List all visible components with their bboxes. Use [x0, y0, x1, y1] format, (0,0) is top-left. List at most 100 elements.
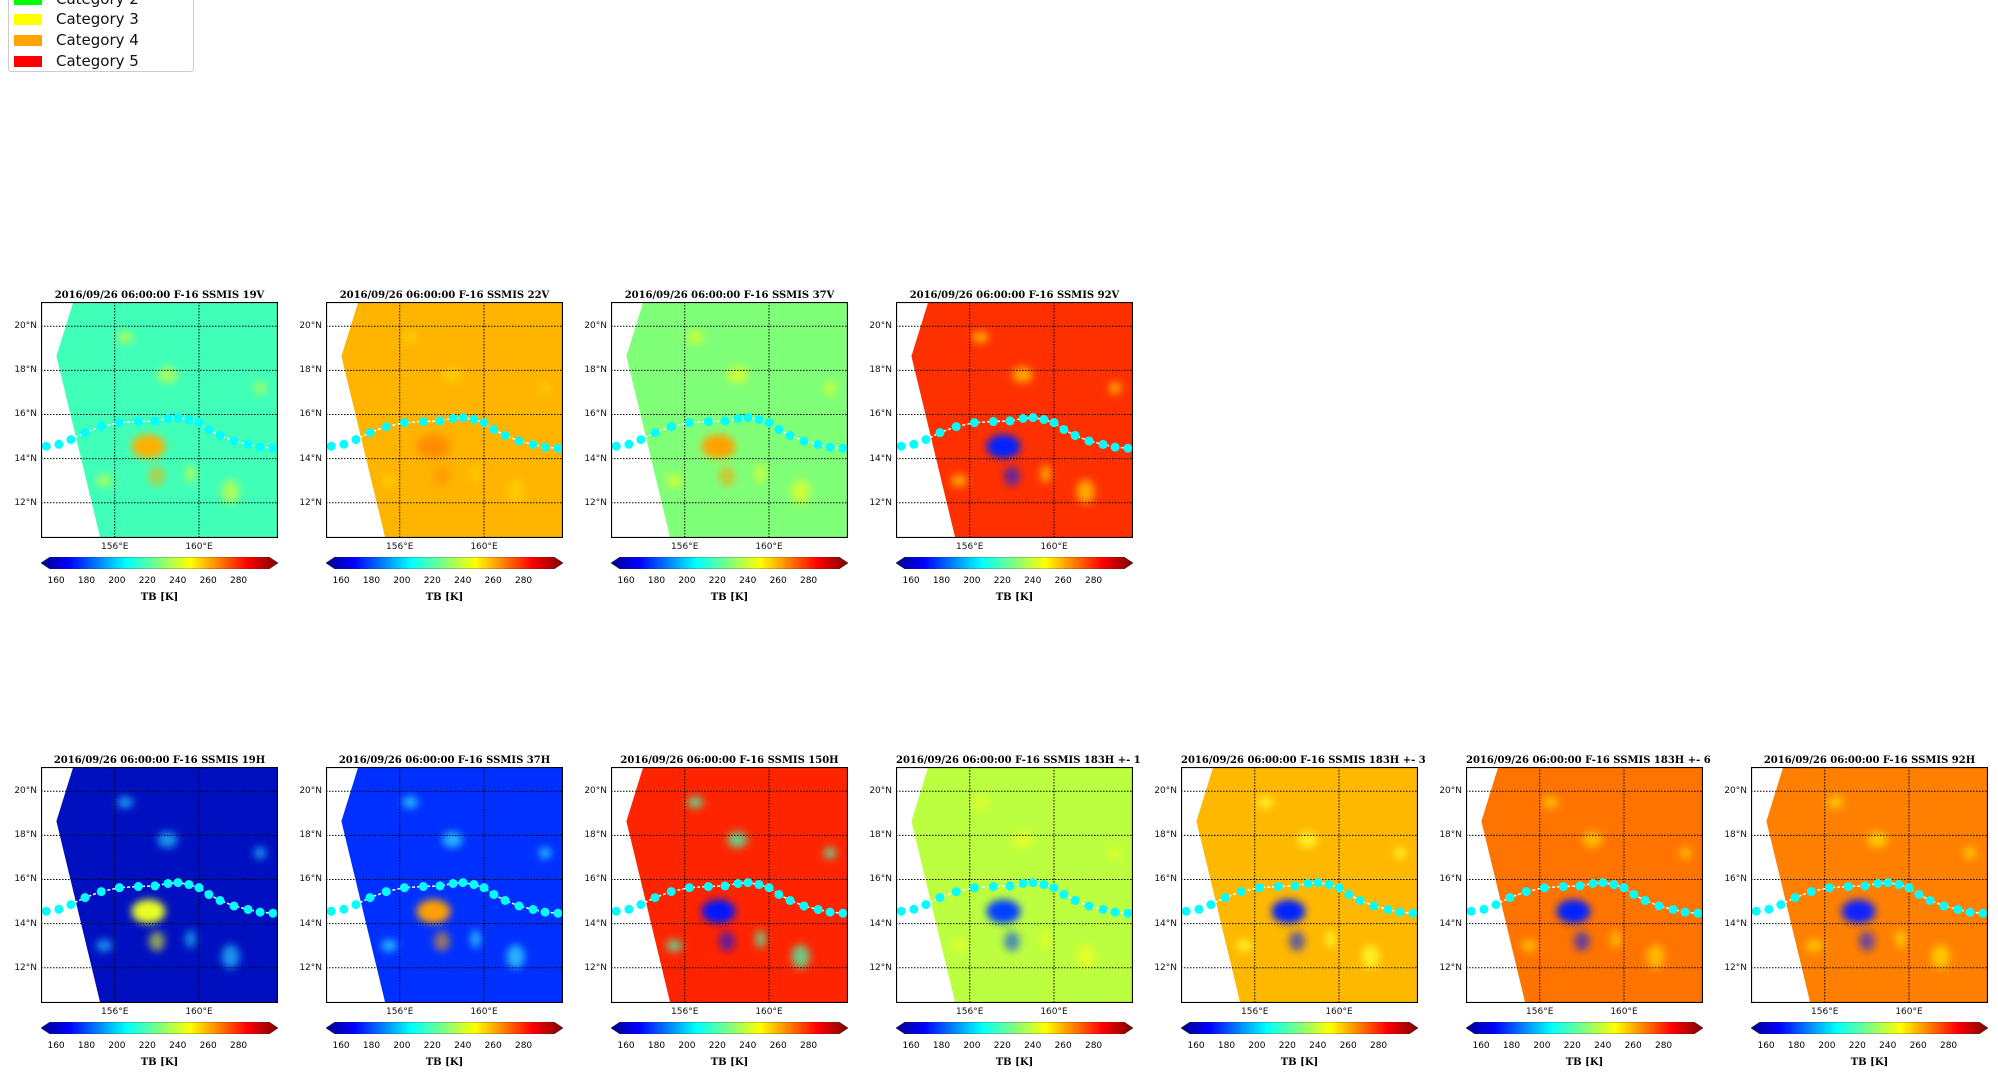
track-point [1181, 906, 1191, 916]
track-point [204, 889, 214, 899]
secondary-feature [470, 930, 481, 949]
latitude-tick-label: 16°N [869, 874, 892, 885]
colorbar [41, 557, 278, 569]
map-plot [41, 767, 278, 1003]
colorbar-tick-label: 180 [932, 1041, 951, 1051]
colorbar-fill [41, 557, 278, 569]
track-point [1290, 881, 1300, 891]
secondary-feature [539, 847, 552, 860]
map-panel: 2016/09/26 06:00:00 F-16 SSMIS 37H 20°N 18… [285, 755, 570, 1075]
swath-data [626, 302, 848, 538]
latitude-tick-label: 14°N [869, 453, 892, 464]
latitude-tick-label: 14°N [584, 918, 607, 929]
colorbar-tick-label: 220 [993, 1041, 1011, 1051]
track-point [553, 908, 563, 918]
panel-title: 2016/09/26 06:00:00 F-16 SSMIS 19H [53, 755, 266, 766]
latitude-tick-label: 16°N [584, 874, 607, 885]
track-point [1110, 442, 1120, 452]
map-panel: 2016/09/26 06:00:00 F-16 SSMIS 19H 20°N 18… [0, 755, 285, 1075]
secondary-feature [442, 831, 463, 848]
track-point [54, 439, 64, 449]
track-point [528, 439, 538, 449]
storm-core [416, 434, 451, 459]
colorbar-tick-label: 240 [1879, 1041, 1897, 1051]
track-point [1894, 880, 1904, 890]
latitude-tick-label: 12°N [14, 497, 37, 508]
track-point [1313, 878, 1323, 888]
panel-title: 2016/09/26 06:00:00 F-16 SSMIS 150H [620, 755, 839, 766]
track-point [1344, 889, 1354, 899]
track-point [896, 441, 906, 451]
colorbar-tick-label: 220 [423, 576, 441, 586]
secondary-feature [1257, 796, 1274, 809]
colorbar-label: TB [K] [140, 592, 179, 603]
colorbar-tick-label: 200 [1248, 1041, 1266, 1051]
latitude-tick-label: 20°N [14, 321, 37, 332]
track-point [1914, 889, 1924, 899]
colorbar-tick-label: 180 [647, 1041, 666, 1051]
latitude-tick-label: 20°N [584, 321, 607, 332]
track-point [339, 904, 349, 914]
colorbar-fill [41, 1022, 278, 1034]
track-line [46, 416, 274, 449]
track-point [1843, 882, 1853, 892]
track-point [133, 417, 143, 427]
track-point [743, 878, 753, 888]
longitude-tick-label: 156°E [671, 542, 699, 552]
track-point [204, 424, 214, 434]
colorbar-tick-label: 200 [1533, 1041, 1551, 1051]
track-point [754, 880, 764, 890]
secondary-feature [951, 939, 968, 952]
track-point [500, 430, 510, 440]
secondary-feature [1109, 382, 1122, 395]
colorbar-tick-label: 160 [617, 1041, 635, 1051]
track-point [1334, 883, 1344, 893]
map-plot [326, 302, 563, 538]
track-point [951, 422, 961, 432]
track-point [1383, 904, 1393, 914]
colorbar-tick-label: 220 [423, 1041, 441, 1051]
colorbar-tick-label: 260 [1909, 1041, 1927, 1051]
map-panel: 2016/09/26 06:00:00 F-16 SSMIS 183H +- 1… [855, 755, 1140, 1075]
plot-frame [611, 302, 848, 538]
panel-title: 2016/09/26 06:00:00 F-16 SSMIS 37H [338, 755, 551, 766]
colorbar-tick-label: 200 [678, 576, 696, 586]
track-point [1873, 878, 1883, 888]
track-point [935, 893, 945, 903]
secondary-feature [1109, 847, 1122, 860]
track-point [435, 416, 445, 426]
colorbar-tick-label: 220 [1848, 1041, 1866, 1051]
colorbar-tick-label: 160 [47, 1041, 65, 1051]
colorbar-tick-label: 240 [739, 576, 757, 586]
colorbar-tick-label: 260 [199, 1041, 217, 1051]
latitude-tick-label: 18°N [869, 365, 892, 376]
plot-frame [1181, 767, 1418, 1003]
track-point [1355, 895, 1365, 905]
latitude-tick-label: 18°N [299, 365, 322, 376]
track-point [1521, 887, 1531, 897]
track-point [1824, 883, 1834, 893]
track-point [41, 906, 51, 916]
track-point [469, 415, 479, 425]
track-point [1764, 904, 1774, 914]
latitude-tick-label: 12°N [869, 497, 892, 508]
secondary-feature [1827, 796, 1844, 809]
colorbar-tick-label: 160 [902, 576, 920, 586]
storm-core [986, 899, 1021, 924]
latitude-tick-label: 16°N [869, 409, 892, 420]
track-point [785, 430, 795, 440]
track-point [1236, 887, 1246, 897]
colorbar-tick-label: 160 [332, 1041, 350, 1051]
colorbar-tick-label: 220 [708, 1041, 726, 1051]
track-point [215, 430, 225, 440]
storm-band [1003, 931, 1020, 952]
latitude-tick-label: 20°N [1154, 786, 1177, 797]
secondary-feature [506, 479, 525, 504]
longitude-tick-label: 156°E [386, 1007, 414, 1017]
colorbar-label: TB [K] [140, 1057, 179, 1068]
track-point [988, 882, 998, 892]
track-point [636, 435, 646, 445]
track-point [764, 418, 774, 428]
colorbar-fill [1181, 1022, 1418, 1034]
storm-band [1288, 931, 1305, 952]
